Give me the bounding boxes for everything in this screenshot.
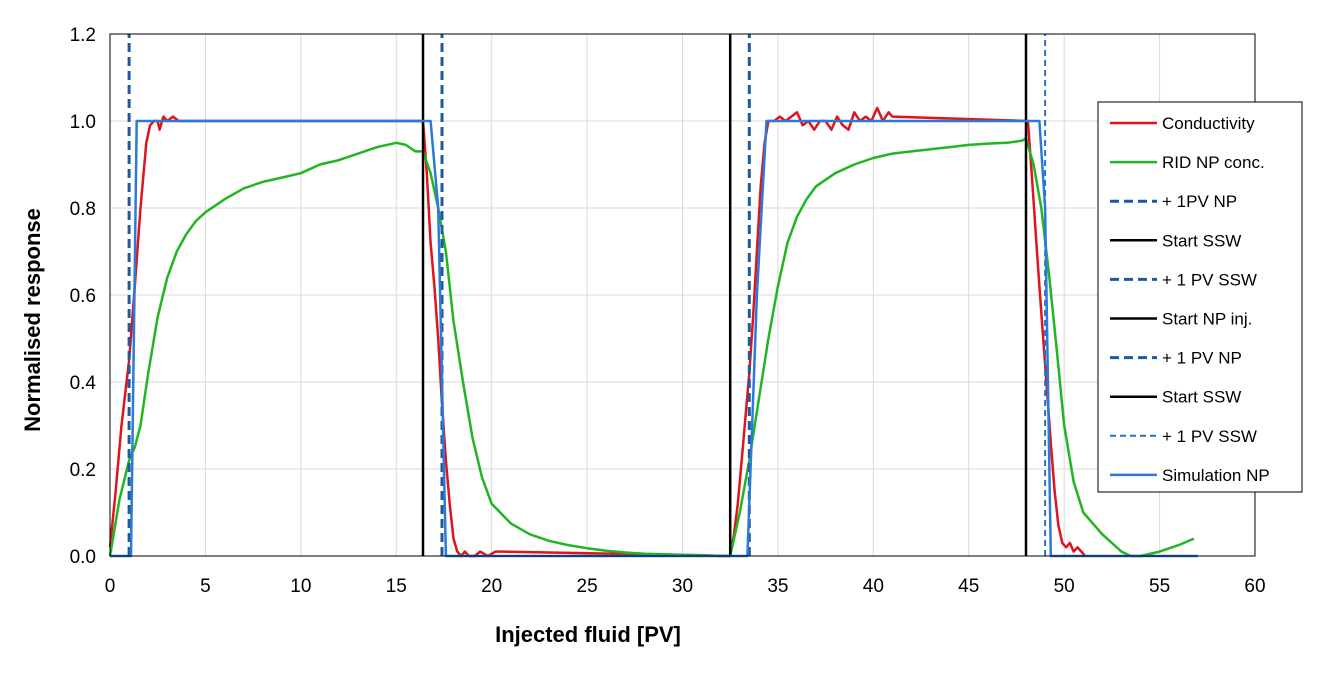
x-tick-label: 35 [767, 576, 788, 597]
legend-box [1097, 101, 1303, 493]
x-tick-label: 15 [386, 576, 407, 597]
legend-label: Simulation NP [1162, 466, 1270, 485]
series-line-10 [110, 119, 1198, 558]
x-tick-label: 60 [1244, 576, 1265, 597]
x-tick-label: 0 [105, 576, 116, 597]
legend-label: Start NP inj. [1162, 310, 1252, 329]
series-line-1 [108, 106, 1087, 558]
y-axis-title: Normalised response [20, 208, 45, 432]
x-axis-title: Injected fluid [PV] [495, 622, 681, 647]
tick-labels: 0 5 10 15 20 25 30 35 40 45 50 55 60 0.0 0.2 0.4 0.6 0.8 1… [70, 25, 1266, 597]
y-tick-label: 1.2 [70, 25, 96, 46]
legend-label: Start SSW [1162, 231, 1241, 250]
legend-label: Conductivity [1162, 114, 1255, 133]
x-tick-label: 5 [200, 576, 211, 597]
y-tick-label: 0.4 [70, 373, 97, 394]
grid-lines [109, 33, 1256, 557]
y-tick-label: 0.2 [70, 460, 96, 481]
legend-label: + 1 PV SSW [1162, 270, 1257, 289]
x-tick-label: 30 [672, 576, 693, 597]
legend: Conductivity RID NP conc. + 1PV NP Start SS… [1097, 101, 1303, 493]
y-tick-label: 0.6 [70, 286, 96, 307]
legend-label: + 1PV NP [1162, 192, 1237, 211]
legend-label: Start SSW [1162, 388, 1241, 407]
y-tick-label: 0.0 [70, 547, 96, 568]
legend-items: Conductivity RID NP conc. + 1PV NP Start SS… [1110, 114, 1270, 485]
x-tick-label: 10 [290, 576, 311, 597]
x-tick-label: 55 [1149, 576, 1170, 597]
y-tick-label: 0.8 [70, 199, 96, 220]
series-line-2 [108, 137, 1195, 558]
x-tick-label: 20 [481, 576, 502, 597]
x-tick-label: 25 [577, 576, 598, 597]
y-tick-label: 1.0 [70, 112, 96, 133]
x-tick-label: 45 [958, 576, 979, 597]
x-tick-label: 50 [1054, 576, 1075, 597]
legend-label: + 1 PV SSW [1162, 427, 1257, 446]
x-tick-label: 40 [863, 576, 884, 597]
series-layer [108, 34, 1198, 558]
legend-label: RID NP conc. [1162, 153, 1265, 172]
legend-label: + 1 PV NP [1162, 349, 1242, 368]
